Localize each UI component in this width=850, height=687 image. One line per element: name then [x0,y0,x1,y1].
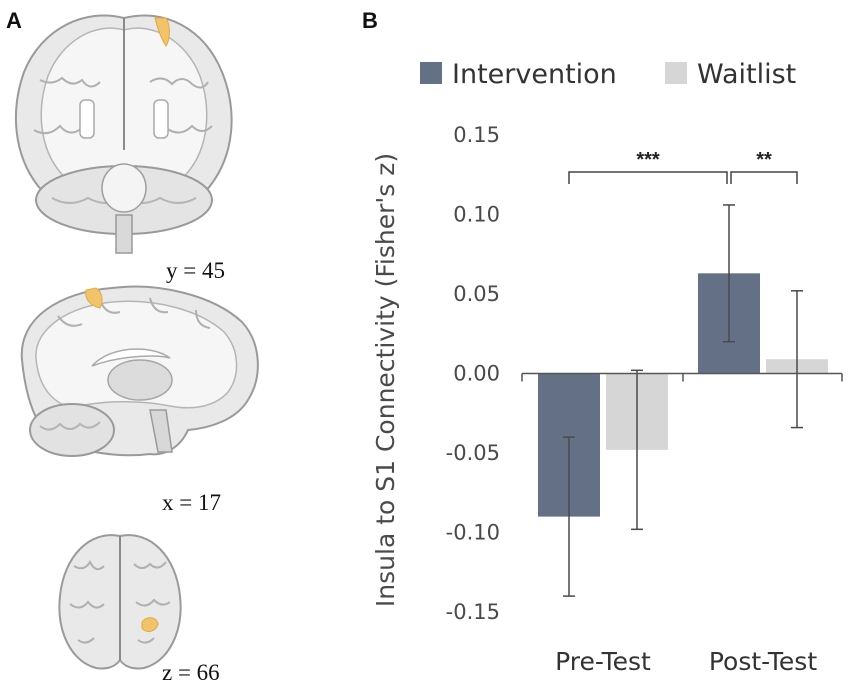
slice-label-z: z = 66 [162,660,220,685]
panel-b-letter: B [362,8,378,33]
x-category-label: Pre-Test [555,647,651,676]
y-tick-label: 0.00 [453,362,500,386]
y-tick-label: -0.10 [446,521,500,545]
coronal-brain-slice [15,14,233,254]
sagittal-activation [85,287,103,309]
legend-label-waitlist: Waitlist [697,59,796,90]
error-bars [563,204,803,597]
axial-brain-slice [58,534,182,670]
legend: Intervention Waitlist [420,59,796,90]
y-tick-label: -0.15 [446,600,500,624]
bars [538,273,828,517]
panel-a-letter: A [6,8,22,33]
y-tick-label: 0.05 [453,282,500,306]
significance-bracket [730,171,798,184]
significance-brackets: *** ** [568,149,798,184]
y-tick-label: 0.15 [453,123,500,147]
sagittal-brain-slice [20,285,259,457]
legend-swatch-intervention [420,62,442,84]
legend-label-intervention: Intervention [452,59,617,90]
x-categories: Pre-Test Post-Test [521,373,843,676]
significance-label: *** [636,149,660,171]
y-tick-label: -0.05 [446,441,500,465]
slice-label-y: y = 45 [166,258,225,283]
x-category-label: Post-Test [709,647,817,676]
y-tick-label: 0.10 [453,203,500,227]
significance-bracket [568,171,728,184]
slice-label-x: x = 17 [162,490,221,515]
significance-label: ** [756,149,772,171]
coronal-activation [154,17,170,47]
y-axis-label: Insula to S1 Connectivity (Fisher's z) [371,153,400,607]
y-ticks: 0.15 0.10 0.05 0.00 -0.05 -0.10 -0.15 [446,123,500,624]
legend-swatch-waitlist [665,62,687,84]
axial-activation [141,617,159,632]
